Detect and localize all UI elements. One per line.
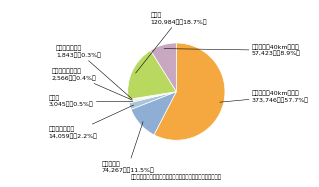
Text: 注：座席ベルト装着義務違反行政処分の基礎告知件数を除く。: 注：座席ベルト装着義務違反行政処分の基礎告知件数を除く。: [131, 175, 222, 180]
Text: 通行帯違反
74,267件（11.5%）: 通行帯違反 74,267件（11.5%）: [102, 122, 154, 173]
Text: 車間距離不保持
14,059件（2.2%）: 車間距離不保持 14,059件（2.2%）: [49, 105, 134, 139]
Text: 無免許・無資格
1,843件（0.3%）: 無免許・無資格 1,843件（0.3%）: [56, 46, 132, 99]
Text: 速度違反（40km未満）
373,746件（57.7%）: 速度違反（40km未満） 373,746件（57.7%）: [220, 91, 309, 102]
Wedge shape: [128, 50, 176, 99]
Wedge shape: [131, 92, 176, 135]
Wedge shape: [129, 92, 176, 103]
Wedge shape: [129, 92, 176, 102]
Wedge shape: [128, 92, 176, 100]
Text: 酒酔い・酒気帯び
2,566件（0.4%）: 酒酔い・酒気帯び 2,566件（0.4%）: [51, 69, 132, 100]
Wedge shape: [151, 43, 176, 92]
Wedge shape: [129, 92, 176, 109]
Text: 速度違反（40km以上）
57,423件（8.9%）: 速度違反（40km以上） 57,423件（8.9%）: [164, 44, 301, 56]
Text: 過積載
3,045件（0.5%）: 過積載 3,045件（0.5%）: [49, 95, 133, 107]
Wedge shape: [154, 43, 225, 140]
Text: その他
120,984件（18.7%）: その他 120,984件（18.7%）: [136, 13, 207, 73]
